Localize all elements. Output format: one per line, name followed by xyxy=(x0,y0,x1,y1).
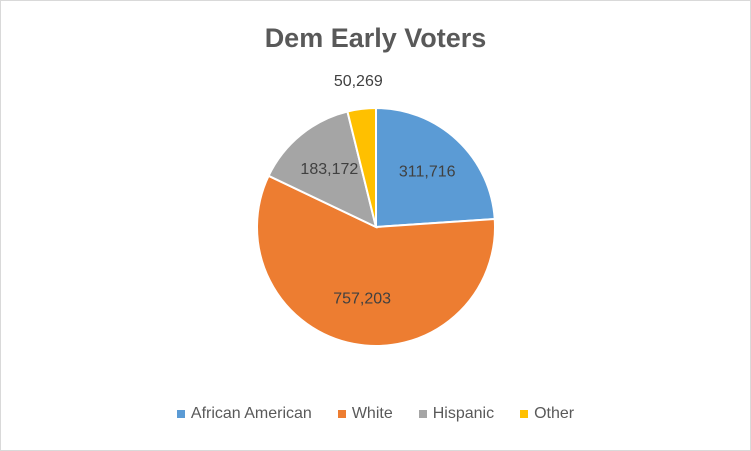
pie-slice-white xyxy=(256,174,496,347)
data-label-other: 50,269 xyxy=(334,73,383,90)
legend-item-african-american: African American xyxy=(176,405,312,423)
legend-swatch-other xyxy=(520,410,529,418)
data-label-white: 757,203 xyxy=(333,291,391,308)
pie-slice-other xyxy=(346,106,377,228)
chart-title: Dem Early Voters xyxy=(264,23,487,53)
data-label-hispanic: 183,172 xyxy=(300,161,358,178)
legend-label-african-american: African American xyxy=(190,405,312,422)
legend-item-hispanic: Hispanic xyxy=(418,405,495,423)
pie-slice-hispanic xyxy=(267,110,378,229)
legend-swatch-white xyxy=(337,410,346,418)
data-label-african-american: 311,716 xyxy=(399,163,456,180)
legend-label-other: Other xyxy=(534,405,575,422)
legend: African American White Hispanic Other xyxy=(1,405,750,423)
legend-swatch-african-american xyxy=(176,410,185,418)
legend-label-hispanic: Hispanic xyxy=(432,405,495,422)
pie-slice-african-american xyxy=(375,106,496,229)
legend-label-white: White xyxy=(351,405,393,422)
legend-item-white: White xyxy=(337,405,393,423)
legend-item-other: Other xyxy=(520,405,574,423)
legend-swatch-hispanic xyxy=(418,410,427,418)
